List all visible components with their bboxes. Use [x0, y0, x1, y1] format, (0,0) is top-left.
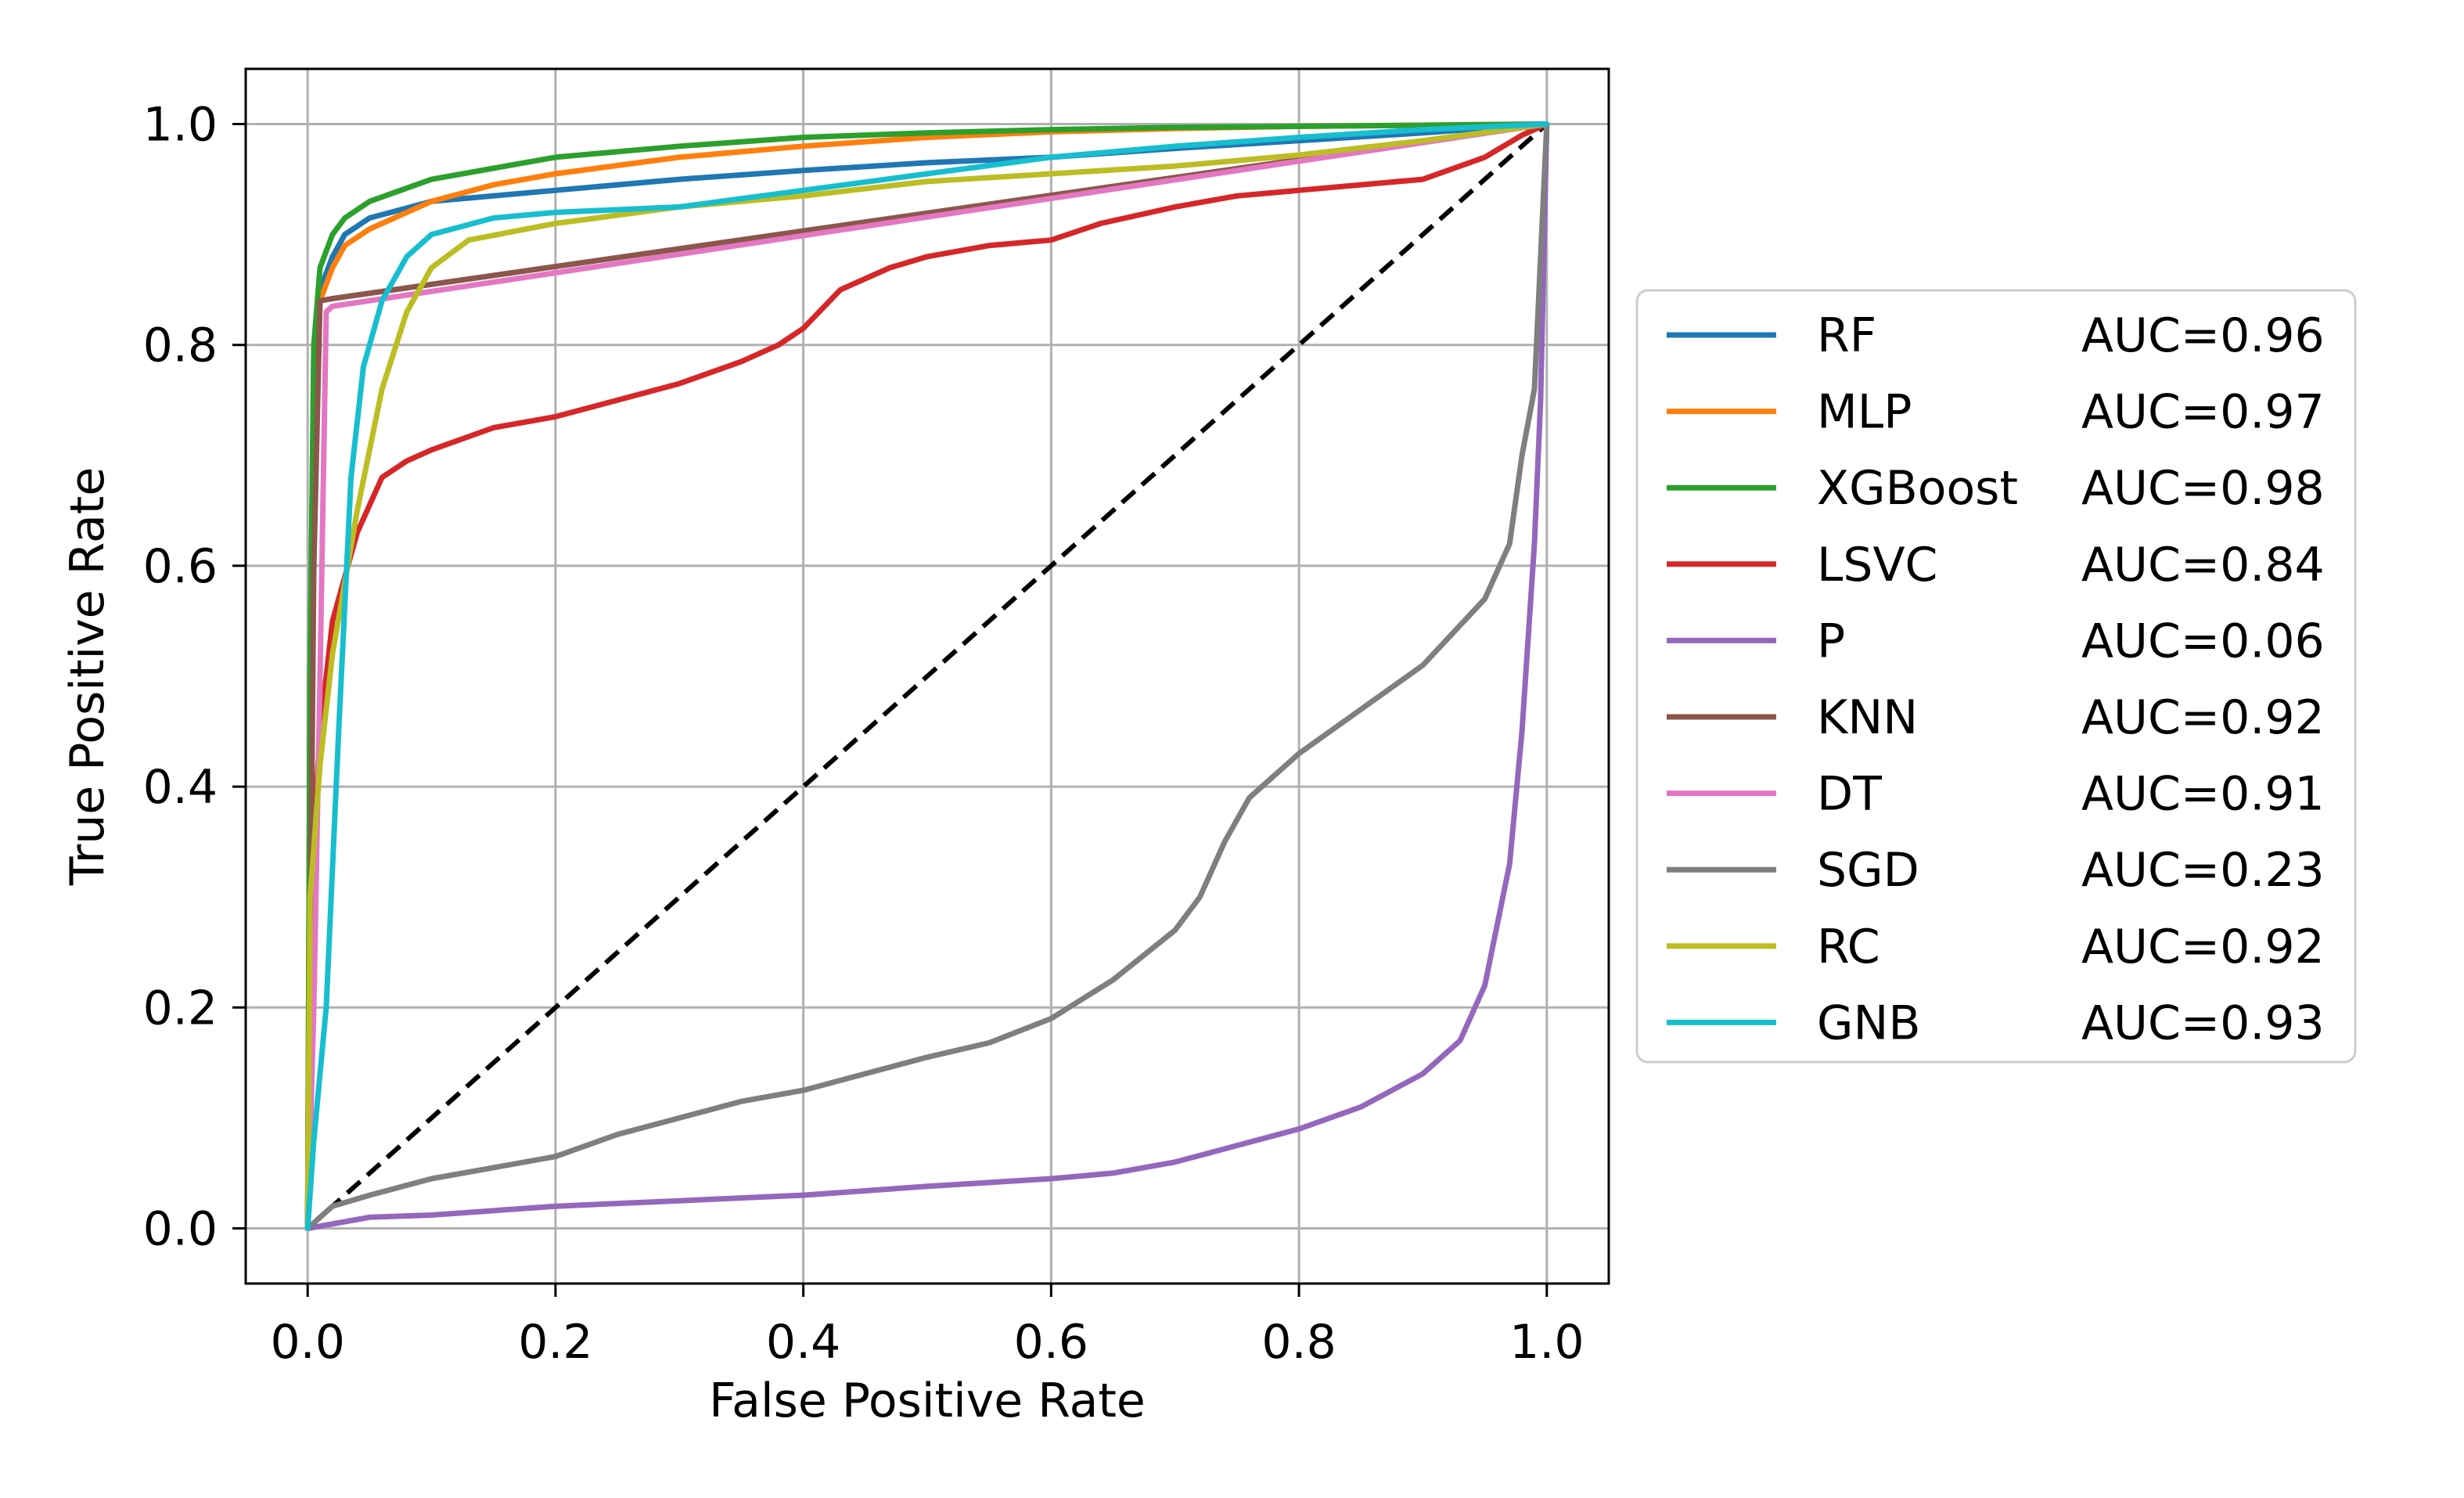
series-line-gnb [304, 121, 1550, 1231]
series-line-knn [304, 121, 1550, 1231]
series-line-sgd [304, 121, 1550, 1231]
legend-auc: AUC=0.92 [2081, 690, 2325, 745]
legend-label: RF [1817, 308, 1876, 363]
y-axis-label: True Positive Rate [60, 467, 115, 886]
legend-auc: AUC=0.93 [2081, 996, 2325, 1050]
legend-auc: AUC=0.23 [2081, 843, 2325, 898]
plot-frame [244, 67, 1610, 1285]
y-tick-label: 0.4 [143, 760, 218, 815]
x-tick-label: 0.8 [1261, 1315, 1336, 1370]
legend-auc: AUC=0.84 [2081, 538, 2325, 592]
x-axis-label: False Positive Rate [709, 1374, 1146, 1428]
series-line-rc [304, 121, 1550, 1231]
legend-entry-gnb: GNB AUC=0.93 [1667, 996, 2325, 1050]
legend-label: MLP [1817, 385, 1912, 440]
y-tick-label: 0.8 [143, 319, 218, 373]
legend-frame [1635, 289, 2357, 1064]
series-line-lsvc [304, 121, 1550, 1231]
legend-label: KNN [1817, 690, 1918, 745]
legend-entry-mlp: MLP AUC=0.97 [1667, 385, 2325, 440]
legend-auc: AUC=0.97 [2081, 385, 2325, 440]
legend-label: P [1817, 614, 1845, 668]
x-tick-label: 0.6 [1014, 1315, 1088, 1370]
y-axis-ticks: 0.0 0.2 0.4 0.6 0.8 1.0 [143, 98, 246, 1256]
legend-label: GNB [1817, 996, 1921, 1050]
series-line-xgboost [304, 121, 1550, 1231]
y-tick-label: 1.0 [143, 98, 218, 153]
legend-entry-sgd: SGD AUC=0.23 [1667, 843, 2325, 898]
y-tick-label: 0.0 [143, 1201, 218, 1256]
legend-label: DT [1817, 767, 1882, 822]
legend-entry-dt: DT AUC=0.91 [1667, 767, 2325, 822]
legend-entry-rf: RF AUC=0.96 [1667, 308, 2325, 363]
legend-auc: AUC=0.96 [2081, 308, 2325, 363]
legend-label: XGBoost [1817, 461, 2018, 516]
series-line-dt [304, 121, 1550, 1231]
x-axis-ticks: 0.0 0.2 0.4 0.6 0.8 1.0 [270, 1284, 1585, 1370]
y-tick-label: 0.6 [143, 539, 218, 594]
legend-auc: AUC=0.06 [2081, 614, 2325, 668]
series-line-p [304, 121, 1550, 1231]
legend-entry-knn: KNN AUC=0.92 [1667, 690, 2325, 745]
legend-entry-lsvc: LSVC AUC=0.84 [1667, 538, 2325, 592]
x-tick-label: 0.2 [518, 1315, 592, 1370]
legend-label: LSVC [1817, 538, 1937, 592]
x-tick-label: 0.4 [766, 1315, 840, 1370]
x-tick-label: 0.0 [270, 1315, 344, 1370]
legend: RF AUC=0.96 MLP AUC=0.97 XGBoost AUC=0.98 LSVC… [1635, 289, 2357, 1064]
legend-auc: AUC=0.92 [2081, 920, 2325, 974]
grid [246, 69, 1609, 1284]
legend-entry-xgboost: XGBoost AUC=0.98 [1667, 461, 2325, 516]
chance-diagonal [306, 122, 1549, 1230]
legend-entry-p: P AUC=0.06 [1667, 614, 2325, 668]
legend-label: RC [1817, 920, 1880, 974]
x-tick-label: 1.0 [1509, 1315, 1584, 1370]
series-lines [304, 121, 1550, 1231]
legend-label: SGD [1817, 843, 1919, 898]
chance-line [306, 122, 1549, 1230]
y-tick-label: 0.2 [143, 981, 218, 1035]
legend-auc: AUC=0.91 [2081, 767, 2325, 822]
legend-auc: AUC=0.98 [2081, 461, 2325, 516]
legend-entry-rc: RC AUC=0.92 [1667, 920, 2325, 974]
